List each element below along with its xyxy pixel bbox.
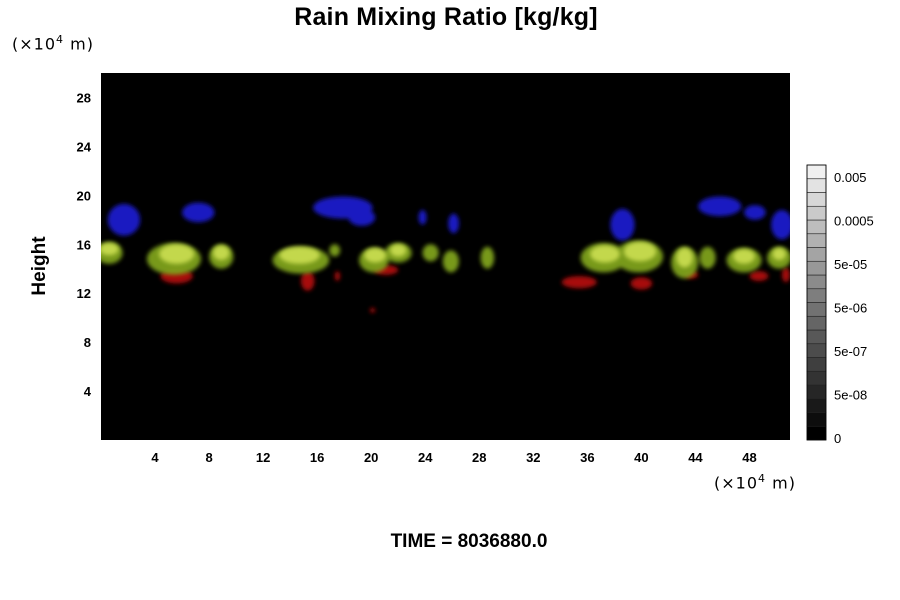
field-blob [480, 246, 495, 269]
colorbar-segment [806, 219, 827, 235]
y-axis-unit: (×104 m) [12, 33, 94, 53]
colorbar-segment [806, 164, 827, 180]
time-label: TIME = 8036880.0 [390, 531, 548, 552]
x-axis-ticks: 4 8 12 16 20 24 28 32 36 40 44 48 [151, 450, 756, 465]
y-unit-tail: m) [64, 34, 94, 54]
field-blob [182, 202, 215, 223]
field-blob [772, 247, 786, 261]
field-layer-0 [107, 196, 790, 241]
colorbar-segment [806, 398, 827, 413]
field-blob [364, 247, 387, 263]
field-blob [590, 245, 620, 263]
field-blob [418, 210, 427, 225]
field-blob [561, 276, 597, 289]
field-blob [630, 277, 653, 290]
field-blob [442, 250, 460, 273]
x-tick-label: 8 [205, 450, 212, 465]
y-axis-ticks: 4 8 12 16 20 24 28 [77, 90, 92, 399]
colorbar-label: 0 [834, 431, 841, 446]
colorbar-segment [806, 192, 827, 207]
colorbar-segment [806, 247, 827, 262]
x-tick-label: 28 [472, 450, 486, 465]
x-tick-label: 44 [688, 450, 703, 465]
colorbar-segment [806, 260, 827, 276]
x-tick-label: 16 [310, 450, 324, 465]
field-blob [771, 210, 790, 240]
x-tick-label: 36 [580, 450, 594, 465]
x-unit-exponent: 4 [758, 472, 767, 485]
y-tick-label: 12 [77, 286, 91, 301]
field-blob [699, 246, 716, 269]
chart-title: Rain Mixing Ratio [kg/kg] [294, 3, 598, 31]
field-blob [744, 205, 766, 220]
y-tick-label: 28 [77, 90, 91, 105]
colorbar-segment [806, 425, 827, 441]
colorbar: 0.005 0.0005 5e-05 5e-06 5e-07 5e-08 0 [806, 164, 874, 446]
field-blob [676, 247, 693, 268]
x-tick-label: 20 [364, 450, 378, 465]
x-unit-base: (×10 [714, 473, 759, 493]
field-blob [329, 244, 341, 257]
y-tick-label: 20 [77, 188, 91, 203]
y-tick-label: 16 [77, 237, 91, 252]
colorbar-segment [806, 412, 827, 427]
colorbar-segment [806, 370, 827, 386]
colorbar-segment [806, 302, 827, 317]
colorbar-segment [806, 233, 827, 248]
x-tick-label: 40 [634, 450, 648, 465]
field-blob [300, 271, 315, 291]
field-blob [390, 244, 407, 257]
x-tick-label: 4 [151, 450, 159, 465]
colorbar-segment [806, 343, 827, 358]
x-unit-tail: m) [766, 473, 796, 493]
y-tick-label: 24 [77, 139, 92, 154]
field-blob [159, 244, 195, 264]
colorbar-label: 5e-06 [834, 301, 867, 316]
colorbar-segment [806, 288, 827, 303]
colorbar-frame [806, 164, 827, 441]
colorbar-label: 5e-07 [834, 344, 867, 359]
x-tick-label: 48 [742, 450, 756, 465]
field-blob [348, 208, 376, 226]
y-tick-label: 8 [84, 335, 91, 350]
field-blob [781, 267, 790, 283]
colorbar-segment [806, 329, 827, 345]
colorbar-segment [806, 315, 827, 331]
y-unit-exponent: 4 [56, 33, 65, 46]
colorbar-label: 0.0005 [834, 214, 874, 229]
field-blob [448, 213, 460, 234]
colorbar-label: 0.005 [834, 170, 867, 185]
x-axis-unit: (×104 m) [714, 472, 796, 492]
colorbar-segment [806, 357, 827, 372]
x-tick-label: 32 [526, 450, 540, 465]
colorbar-segment [806, 384, 827, 400]
field-blob [101, 243, 119, 256]
field-blob [610, 208, 635, 241]
field-blob [749, 271, 769, 281]
field-layer [101, 196, 790, 313]
field-blob [623, 241, 657, 262]
field-blob [698, 196, 742, 217]
y-unit-base: (×10 [12, 34, 57, 54]
colorbar-label: 5e-08 [834, 388, 867, 403]
colorbar-segment [806, 274, 827, 290]
field-blob [107, 203, 141, 236]
field-blob [279, 246, 320, 264]
colorbar-segment [806, 205, 827, 221]
field-layer-3 [101, 241, 786, 268]
field-blob [213, 245, 230, 261]
field-blob [422, 244, 439, 262]
x-tick-label: 12 [256, 450, 270, 465]
y-tick-label: 4 [84, 384, 92, 399]
colorbar-segment [806, 178, 827, 193]
field-blob [369, 307, 376, 313]
x-tick-label: 24 [418, 450, 433, 465]
field-blob [334, 271, 341, 281]
field-blob [733, 249, 755, 264]
colorbar-label: 5e-05 [834, 257, 867, 272]
